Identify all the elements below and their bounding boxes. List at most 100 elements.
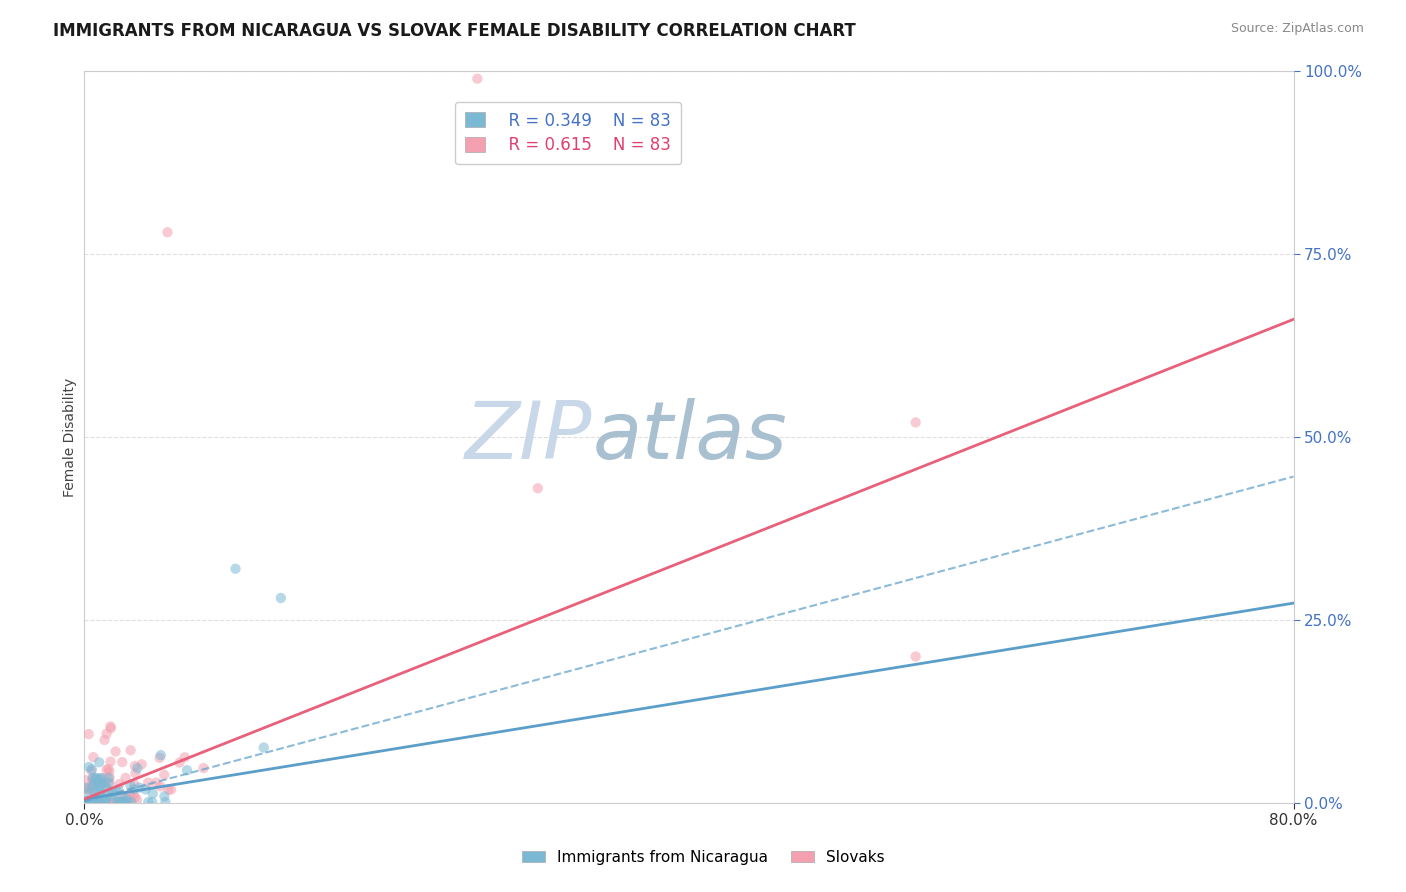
Point [75,794,97,808]
Legend:   R = 0.349    N = 83,   R = 0.615    N = 83: R = 0.349 N = 83, R = 0.615 N = 83 [456,102,681,164]
Text: atlas: atlas [592,398,787,476]
Point [82,784,104,798]
Text: IMMIGRANTS FROM NICARAGUA VS SLOVAK FEMALE DISABILITY CORRELATION CHART: IMMIGRANTS FROM NICARAGUA VS SLOVAK FEMA… [53,22,856,40]
Point [225,562,247,576]
Point [157,782,180,797]
Point [86,795,108,809]
Point [128,780,150,795]
Point [77,795,100,809]
Point [94,795,117,809]
Point [82,795,104,809]
Point [131,757,153,772]
Point [155,795,177,809]
Point [122,777,145,791]
Point [115,792,138,806]
Point [98,764,121,779]
Point [82,795,104,809]
Point [93,795,115,809]
Point [270,591,292,605]
Point [82,778,104,792]
Point [75,795,97,809]
Point [83,795,105,809]
Point [76,795,98,809]
Point [82,795,104,809]
Point [97,795,120,809]
Point [156,225,179,239]
Point [84,795,107,809]
Point [80,795,103,809]
Point [89,756,111,770]
Point [89,779,111,793]
Y-axis label: Female Disability: Female Disability [63,377,77,497]
Point [79,795,101,809]
Point [79,795,101,809]
Point [83,795,105,809]
Point [127,761,149,775]
Point [79,795,101,809]
Point [75,773,97,788]
Point [79,786,101,800]
Point [115,795,138,809]
Point [111,755,134,769]
Point [107,795,129,809]
Point [79,795,101,809]
Point [141,795,163,809]
Point [87,795,110,809]
Point [77,795,100,809]
Point [122,788,145,802]
Point [98,770,121,784]
Point [84,771,107,785]
Point [80,780,103,795]
Point [75,795,97,809]
Point [89,795,111,809]
Point [124,790,146,805]
Point [77,760,100,774]
Point [75,795,97,809]
Point [101,789,124,804]
Point [100,721,122,735]
Point [120,743,142,757]
Point [107,795,129,809]
Point [76,795,98,809]
Text: ZIP: ZIP [465,398,592,476]
Point [90,795,112,809]
Point [84,771,107,785]
Point [107,795,129,809]
Point [77,782,100,797]
Point [110,795,132,809]
Point [77,795,100,809]
Point [86,794,108,808]
Point [97,771,120,785]
Point [193,761,215,775]
Point [176,764,198,778]
Point [89,787,111,801]
Point [94,780,117,795]
Point [104,745,127,759]
Point [93,795,115,809]
Legend: Immigrants from Nicaragua, Slovaks: Immigrants from Nicaragua, Slovaks [516,844,890,871]
Point [104,783,127,797]
Point [77,795,100,809]
Point [98,775,121,789]
Point [82,795,104,809]
Point [101,788,124,802]
Point [77,727,100,741]
Point [101,785,124,799]
Point [75,780,97,795]
Point [118,787,141,801]
Point [253,740,276,755]
Point [82,776,104,790]
Point [75,795,97,809]
Point [82,795,104,809]
Point [904,649,927,664]
Point [115,795,138,809]
Point [124,759,146,773]
Point [111,795,134,809]
Point [89,786,111,800]
Point [111,789,134,803]
Point [97,792,120,806]
Point [145,775,167,789]
Point [87,795,110,809]
Point [83,795,105,809]
Point [96,727,118,741]
